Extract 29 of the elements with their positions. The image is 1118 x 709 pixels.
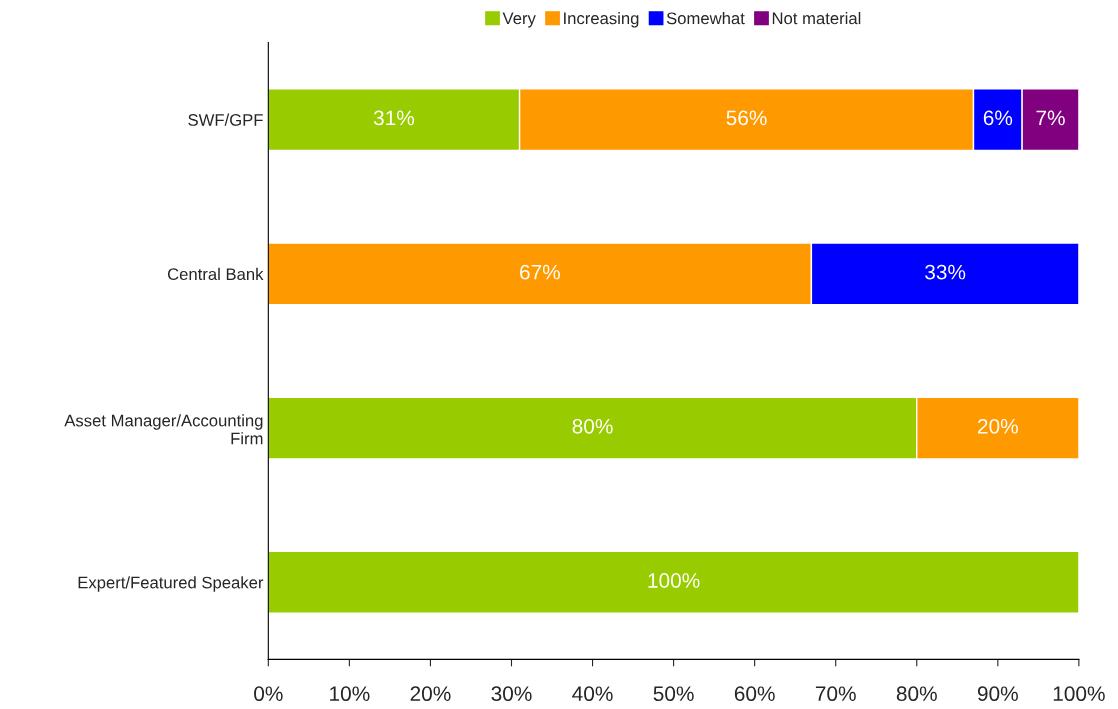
x-tick-label: 10% [330,686,370,702]
legend-label: Somewhat [666,12,745,25]
data-label: 31% [373,110,415,126]
bar [268,550,1079,614]
data-label: 100% [648,573,700,588]
x-tick-label: 60% [734,686,775,702]
data-label: 80% [572,418,613,434]
y-tick-label: SWF/GPF [188,113,263,126]
data-label: 67% [520,264,560,280]
x-tick-label: 80% [896,686,937,702]
legend-label: Not material [772,12,861,25]
x-tick-label: 100% [1053,686,1105,702]
y-tick-label: Central Bank [167,267,264,281]
data-label: 33% [925,264,966,280]
legend-label: Very [502,12,536,28]
x-tick-label: 50% [653,686,694,702]
x-tick-label: 40% [572,686,613,702]
x-tick-label: 0% [254,686,283,702]
x-tick-label: 30% [491,686,532,702]
legend-label: Increasing [564,12,639,28]
x-tick-label: 90% [977,686,1018,702]
data-label: 7% [1036,110,1065,126]
x-tick-label: 70% [815,686,856,702]
y-tick-label: Asset Manager/Accounting Firm [64,414,263,445]
data-label: 56% [726,110,767,126]
data-label: 20% [978,418,1018,434]
x-tick-label: 20% [410,686,451,702]
y-tick-label: Expert/Featured Speaker [78,576,264,592]
data-label: 6% [983,110,1013,126]
